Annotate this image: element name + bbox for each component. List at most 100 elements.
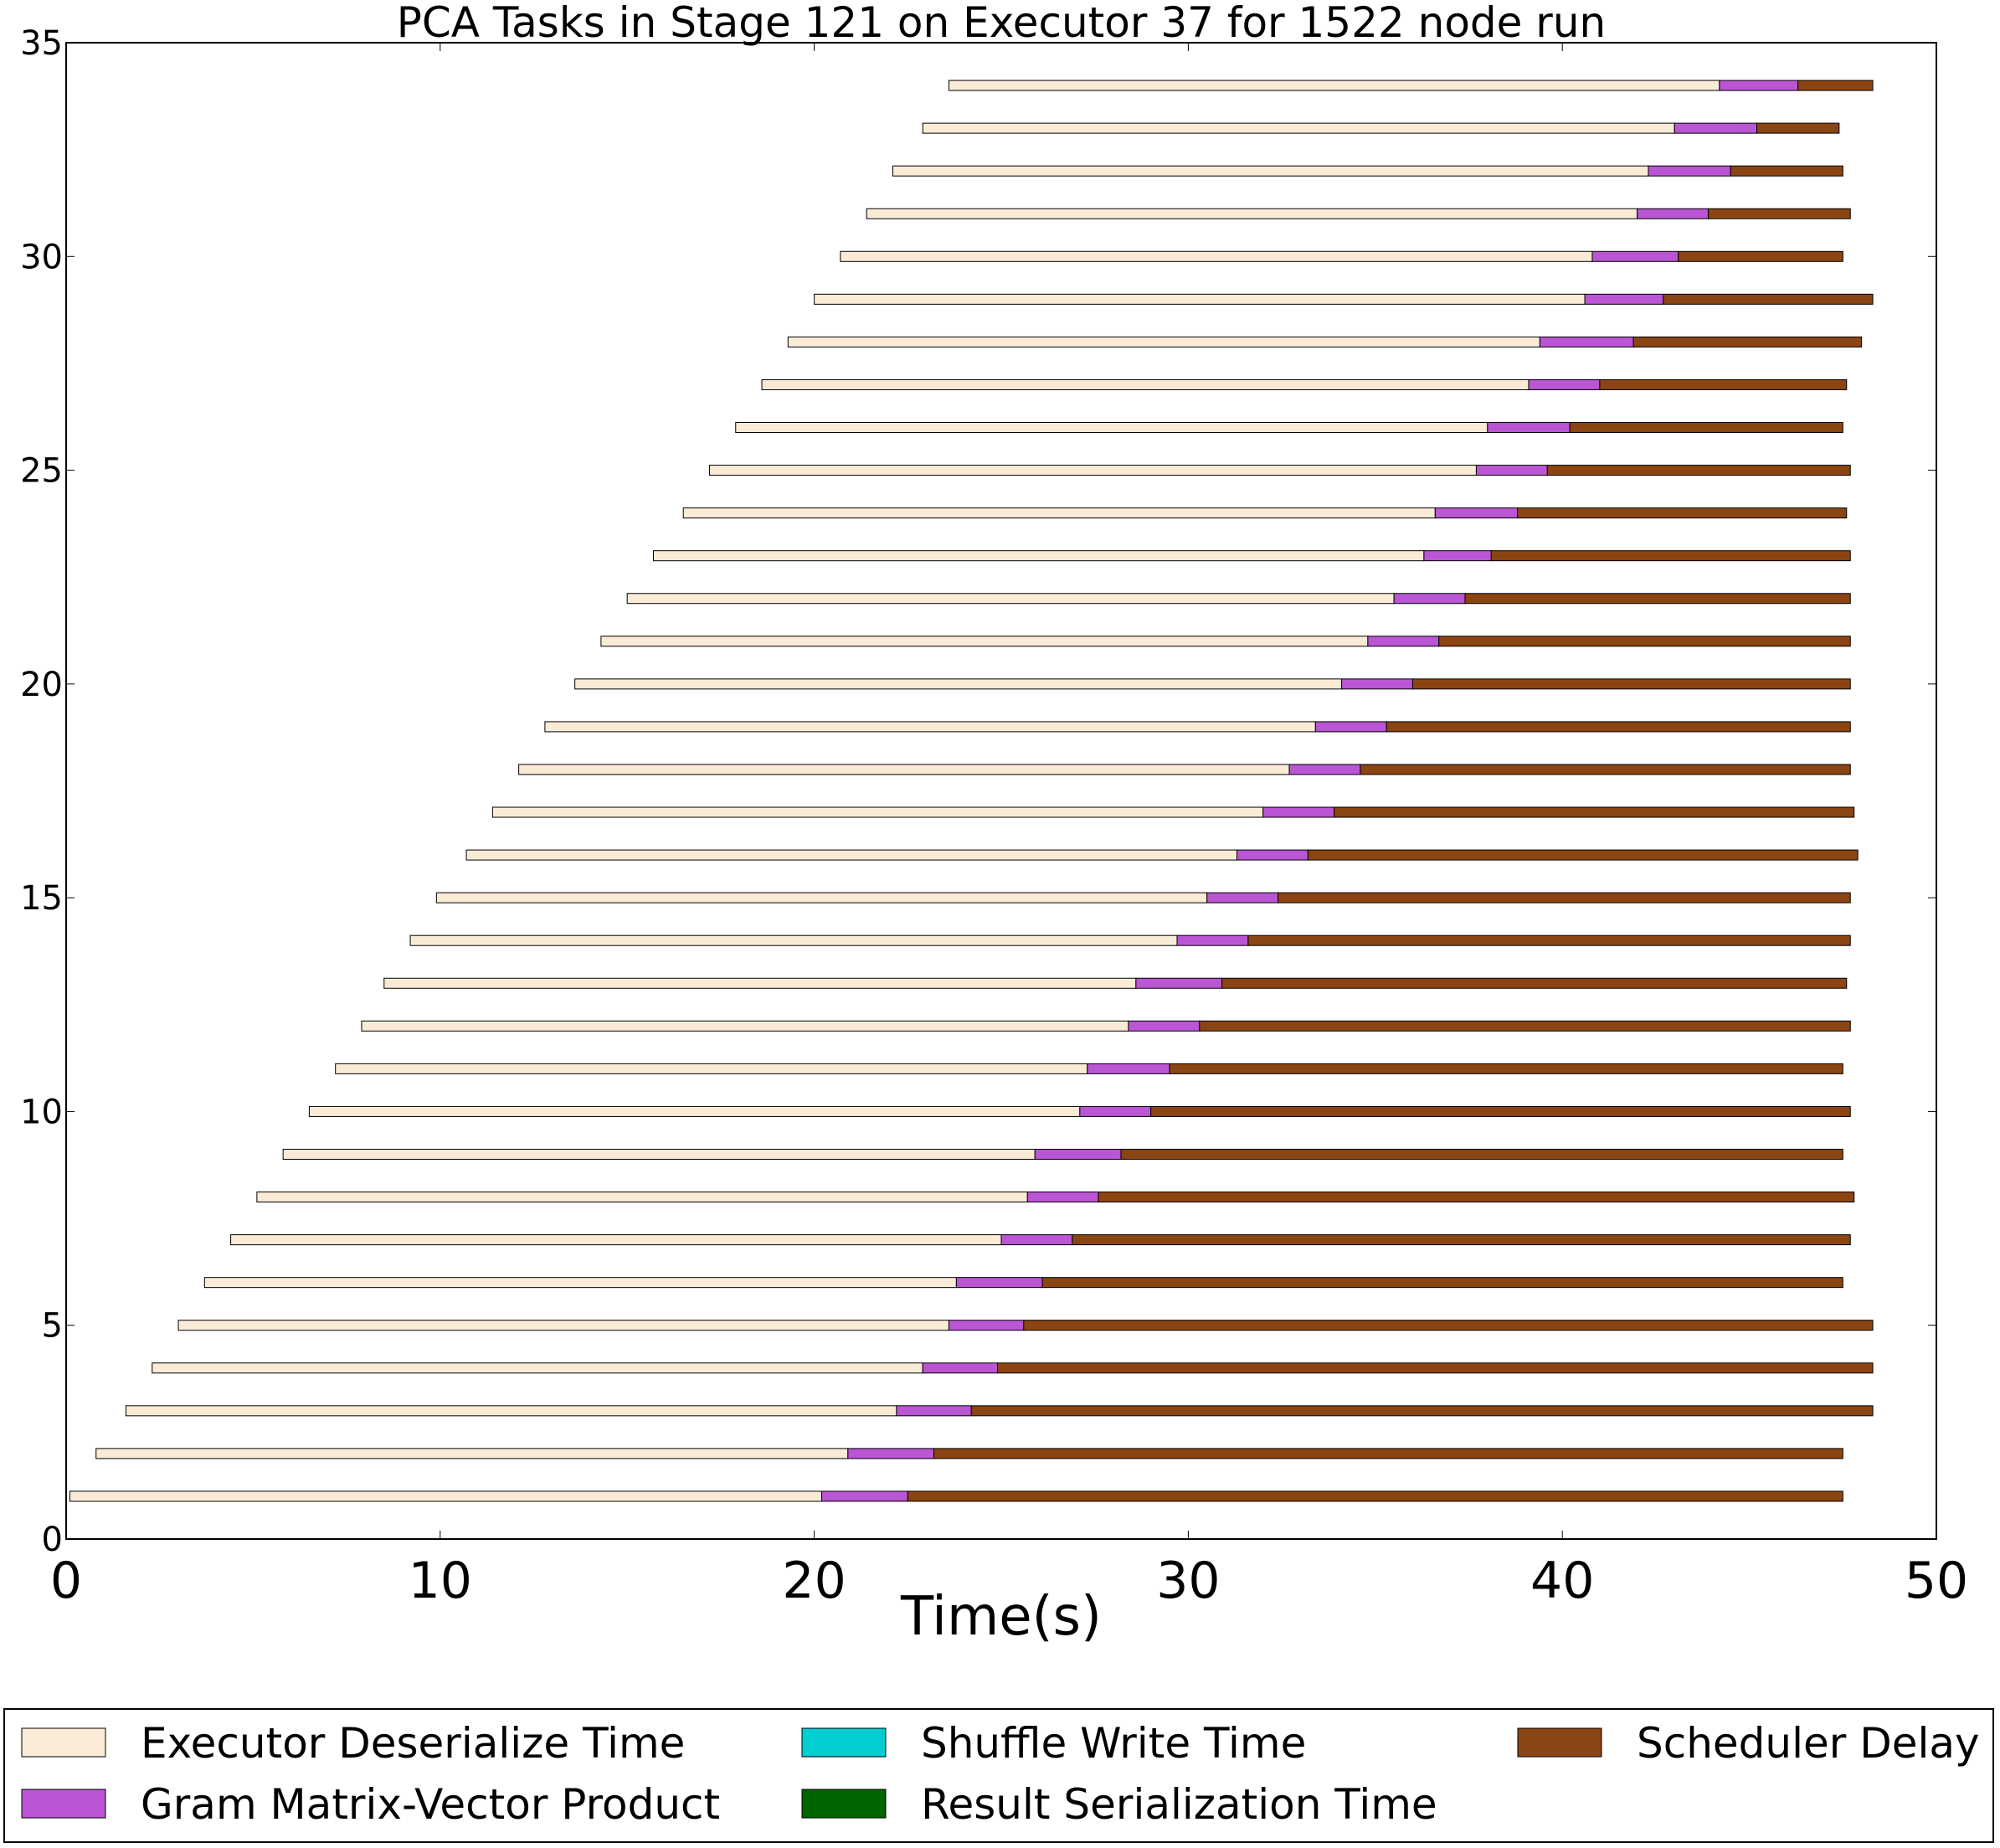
x-tick-label: 10 <box>409 1552 472 1610</box>
task-31-deserialize-bar <box>866 208 1638 219</box>
task-15-gram-bar <box>1206 892 1279 903</box>
task-21-scheduler-delay-bar <box>1438 636 1851 647</box>
task-15-deserialize-bar <box>435 892 1208 903</box>
task-27-scheduler-delay-bar <box>1599 378 1848 390</box>
task-16-scheduler-delay-bar <box>1307 849 1859 861</box>
task-16-gram-bar <box>1236 849 1308 861</box>
task-21-gram-bar <box>1367 636 1440 647</box>
task-23-scheduler-delay-bar <box>1490 550 1851 562</box>
task-1-scheduler-delay-bar <box>907 1490 1843 1502</box>
task-18-scheduler-delay-bar <box>1360 764 1851 775</box>
plot-area-frame <box>65 42 1937 1540</box>
task-1-gram-bar <box>821 1490 908 1502</box>
x-axis-label: Time(s) <box>900 1586 1102 1648</box>
task-16-deserialize-bar <box>465 849 1237 861</box>
task-12-scheduler-delay-bar <box>1199 1020 1851 1032</box>
task-26-gram-bar <box>1487 422 1571 434</box>
task-3-deserialize-bar <box>125 1405 897 1417</box>
task-8-deserialize-bar <box>256 1192 1028 1203</box>
task-26-deserialize-bar <box>735 422 1488 434</box>
legend-swatch <box>21 1727 106 1758</box>
task-18-gram-bar <box>1288 764 1361 775</box>
task-28-scheduler-delay-bar <box>1632 336 1863 347</box>
task-20-deserialize-bar <box>574 678 1343 690</box>
task-23-deserialize-bar <box>652 550 1425 562</box>
task-10-deserialize-bar <box>308 1105 1081 1117</box>
task-11-scheduler-delay-bar <box>1169 1063 1843 1074</box>
task-34-deserialize-bar <box>948 80 1720 91</box>
legend-swatch <box>801 1727 887 1758</box>
chart-title: PCA Tasks in Stage 121 on Executor 37 fo… <box>397 0 1607 47</box>
task-8-gram-bar <box>1026 1192 1099 1203</box>
task-14-gram-bar <box>1176 934 1249 946</box>
x-tick-label: 0 <box>50 1552 82 1610</box>
task-10-gram-bar <box>1079 1105 1152 1117</box>
x-tick-label: 30 <box>1156 1552 1220 1610</box>
legend-items: Executor Deserialize Time Gram Matrix-Vec… <box>21 1719 1980 1829</box>
task-30-gram-bar <box>1591 250 1679 262</box>
task-22-scheduler-delay-bar <box>1464 593 1851 605</box>
task-13-deserialize-bar <box>383 977 1137 989</box>
y-tick-label: 0 <box>42 1521 63 1559</box>
task-8-scheduler-delay-bar <box>1098 1192 1855 1203</box>
y-tick-label: 5 <box>42 1307 63 1346</box>
task-34-scheduler-delay-bar <box>1797 80 1874 91</box>
task-2-deserialize-bar <box>95 1448 849 1459</box>
task-10-scheduler-delay-bar <box>1150 1105 1851 1117</box>
task-22-deserialize-bar <box>626 593 1395 605</box>
task-19-deserialize-bar <box>544 721 1316 733</box>
task-5-gram-bar <box>948 1320 1025 1331</box>
task-4-deserialize-bar <box>152 1362 923 1374</box>
task-6-deserialize-bar <box>203 1277 957 1289</box>
task-24-gram-bar <box>1434 507 1519 519</box>
task-25-deserialize-bar <box>708 465 1477 476</box>
task-13-gram-bar <box>1135 977 1223 989</box>
task-33-deserialize-bar <box>922 122 1675 134</box>
legend-label: Shuffle Write Time <box>921 1719 1306 1768</box>
task-27-gram-bar <box>1528 378 1601 390</box>
task-6-scheduler-delay-bar <box>1041 1277 1843 1289</box>
legend-swatch <box>21 1789 106 1819</box>
task-11-deserialize-bar <box>335 1063 1088 1074</box>
task-32-scheduler-delay-bar <box>1730 165 1843 177</box>
task-5-scheduler-delay-bar <box>1023 1320 1874 1331</box>
y-tick-label: 25 <box>20 452 63 491</box>
legend-frame <box>3 1708 1994 1843</box>
task-7-scheduler-delay-bar <box>1072 1234 1851 1246</box>
y-tick-label: 15 <box>20 879 63 918</box>
task-34-gram-bar <box>1719 80 1799 91</box>
task-29-deserialize-bar <box>814 293 1586 305</box>
task-bars <box>69 80 1874 1502</box>
task-33-scheduler-delay-bar <box>1756 122 1840 134</box>
task-19-scheduler-delay-bar <box>1386 721 1851 733</box>
task-13-scheduler-delay-bar <box>1221 977 1848 989</box>
task-29-gram-bar <box>1584 293 1664 305</box>
task-17-scheduler-delay-bar <box>1334 806 1855 818</box>
task-25-scheduler-delay-bar <box>1546 465 1851 476</box>
task-9-gram-bar <box>1034 1148 1122 1160</box>
task-12-gram-bar <box>1128 1020 1201 1032</box>
task-2-gram-bar <box>847 1448 935 1459</box>
task-7-deserialize-bar <box>230 1234 1002 1246</box>
task-28-deserialize-bar <box>787 336 1540 347</box>
task-4-gram-bar <box>922 1362 999 1374</box>
y-tick-label: 35 <box>20 24 63 63</box>
task-20-gram-bar <box>1341 678 1413 690</box>
legend-swatch <box>1517 1727 1602 1758</box>
legend-label: Gram Matrix-Vector Product <box>141 1780 720 1829</box>
task-33-gram-bar <box>1674 122 1758 134</box>
legend: Executor Deserialize Time Gram Matrix-Vec… <box>3 1708 1994 1843</box>
x-tick-label: 50 <box>1905 1552 1968 1610</box>
task-1-deserialize-bar <box>69 1490 823 1502</box>
task-24-scheduler-delay-bar <box>1517 507 1848 519</box>
task-31-scheduler-delay-bar <box>1707 208 1851 219</box>
task-32-gram-bar <box>1648 165 1731 177</box>
legend-swatch <box>801 1789 887 1819</box>
task-32-deserialize-bar <box>892 165 1649 177</box>
task-9-deserialize-bar <box>282 1148 1036 1160</box>
task-30-deserialize-bar <box>840 250 1593 262</box>
task-3-scheduler-delay-bar <box>970 1405 1874 1417</box>
y-tick-label: 30 <box>20 238 63 276</box>
axis-ticks: 0 10 20 30 40 50 0 5 10 15 20 25 30 35 <box>20 24 1968 1610</box>
